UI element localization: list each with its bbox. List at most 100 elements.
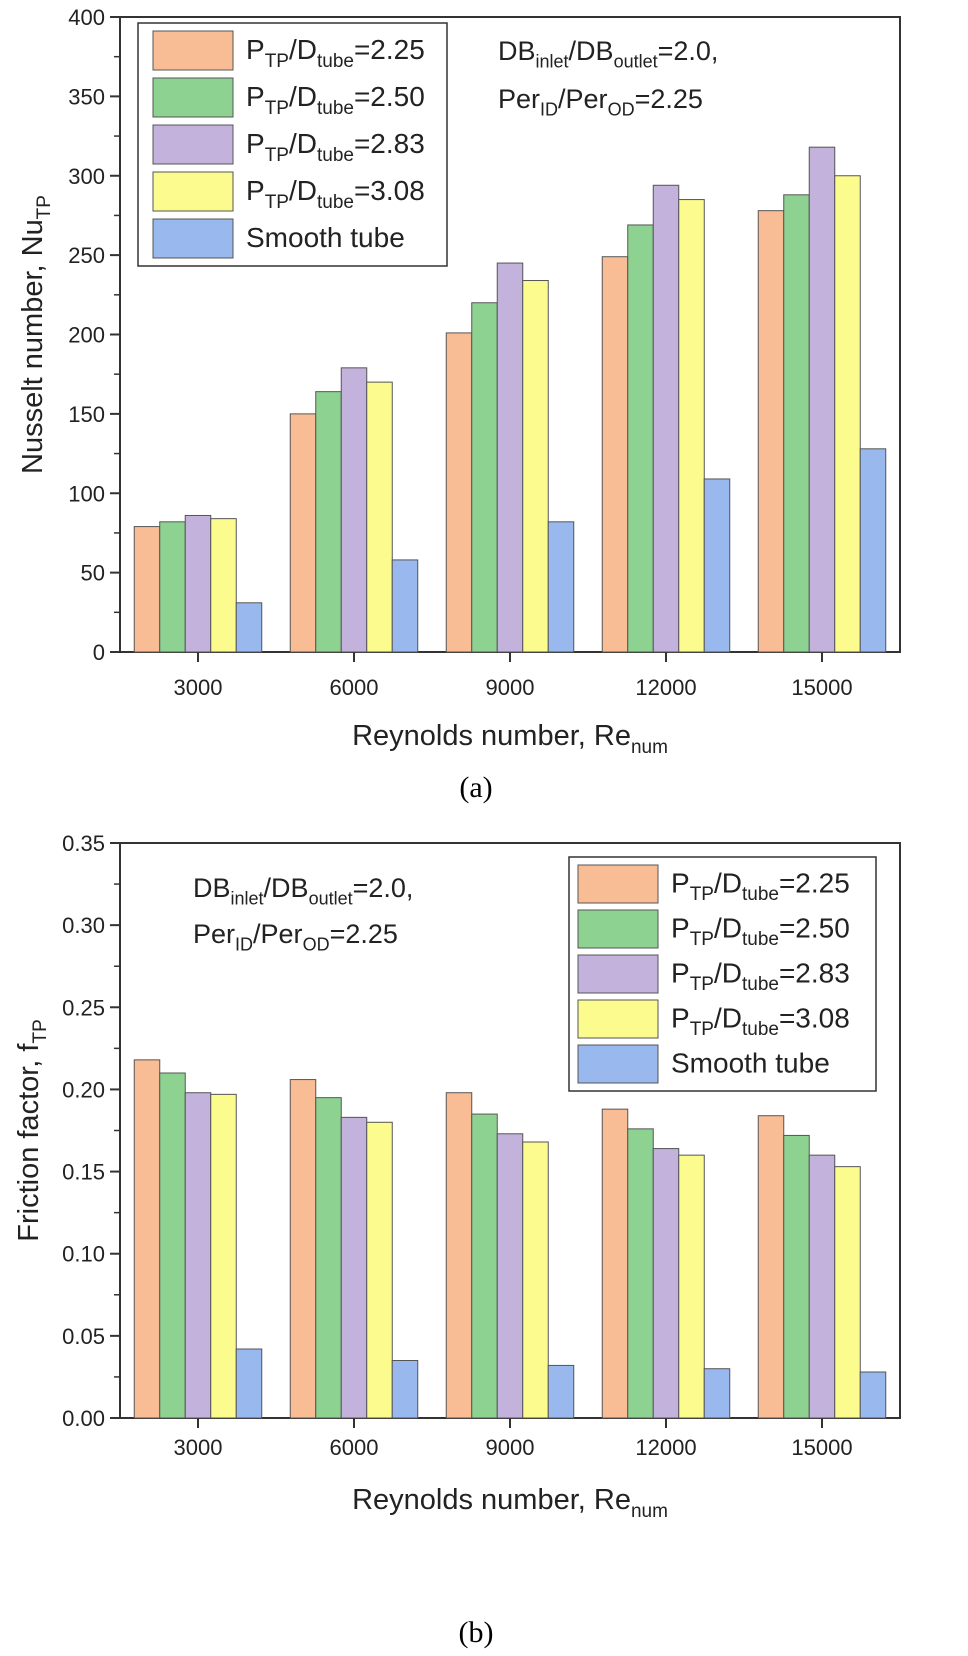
annotation-b-sub: outlet (614, 52, 658, 72)
bar-b-s4-3000 (210, 1093, 237, 1419)
legend-label-d-sub: tube (742, 1019, 779, 1040)
x-tick-label: 6000 (330, 1435, 379, 1460)
bar-a-s1-15000 (757, 210, 785, 653)
x-axis-title-main: Reynolds number, Re (352, 1484, 631, 1516)
bar-b-s4-9000 (522, 1141, 549, 1419)
bar-a-s5-6000 (391, 559, 419, 653)
legend-swatch-s5 (152, 218, 234, 259)
bar-b-s2-15000 (783, 1134, 810, 1419)
bar-b-s2-9000 (471, 1113, 498, 1419)
legend-label-s1: PTP/Dtube=2.25 (246, 34, 425, 72)
bar-b-s5-9000 (547, 1364, 575, 1419)
legend-swatch-s1 (152, 30, 234, 71)
annotation-a-sub: inlet (231, 889, 264, 909)
bar-b-s1-6000 (289, 1079, 317, 1419)
legend-label-d: /D (714, 867, 742, 898)
bar-b-s3-6000 (340, 1116, 368, 1419)
legend-label-p: P (246, 128, 265, 159)
bar-b-s4-6000 (366, 1121, 393, 1419)
legend-label-s1: PTP/Dtube=2.25 (671, 867, 850, 905)
x-tick-label: 9000 (486, 1435, 535, 1460)
bar-a-s4-6000 (366, 381, 393, 653)
legend-label-s4: PTP/Dtube=3.08 (246, 175, 425, 213)
bar-a-s2-15000 (783, 194, 810, 653)
legend-label-s3: PTP/Dtube=2.83 (671, 957, 850, 995)
legend-swatch-s2 (152, 77, 234, 118)
legend-label-d-sub: tube (317, 192, 354, 213)
legend-swatch-s2 (577, 909, 659, 949)
bar-a-s2-3000 (159, 521, 186, 653)
y-axis-title-sub: TP (30, 1019, 51, 1043)
legend-label-p-sub: TP (265, 145, 289, 166)
x-tick-label: 6000 (330, 675, 379, 700)
bar-b-s1-9000 (445, 1092, 473, 1419)
bar-a-s1-9000 (445, 332, 473, 653)
annotation-b-sub: OD (303, 935, 330, 955)
legend-label-p-sub: TP (265, 98, 289, 119)
bar-b-s2-12000 (627, 1128, 654, 1419)
bar-a-s3-3000 (184, 514, 212, 653)
bar-b-s2-6000 (315, 1097, 342, 1419)
y-axis-title-sub: TP (34, 195, 55, 219)
legend-label-d: /D (714, 957, 742, 988)
y-tick-label: 0.30 (62, 913, 105, 938)
legend-label-p-sub: TP (265, 192, 289, 213)
bar-b-s2-3000 (159, 1072, 186, 1419)
legend-label-d-sub: tube (317, 145, 354, 166)
annotation-b-sub: outlet (309, 889, 353, 909)
bar-a-s3-9000 (496, 262, 524, 653)
bar-a-s2-9000 (471, 302, 498, 653)
y-axis-title: Nusselt number, NuTP (17, 195, 55, 474)
legend-swatch-s3 (152, 124, 234, 165)
legend-swatch-s4 (577, 999, 659, 1039)
bar-a-s4-9000 (522, 280, 549, 653)
y-tick-label: 0.15 (62, 1160, 105, 1185)
x-axis-title-sub: num (631, 737, 668, 758)
bar-b-s5-3000 (235, 1348, 263, 1419)
annotation-line2: PerID/PerOD=2.25 (498, 84, 703, 120)
legend-label-d-sub: tube (742, 974, 779, 995)
x-tick-label: 12000 (635, 1435, 696, 1460)
legend-label-value: =2.25 (779, 867, 850, 898)
bar-b-s1-12000 (601, 1108, 629, 1419)
y-tick-label: 0.10 (62, 1242, 105, 1267)
bar-a-s3-6000 (340, 367, 368, 653)
bar-b-s3-9000 (496, 1133, 524, 1419)
legend-label-p: P (246, 175, 265, 206)
bar-b-s5-6000 (391, 1360, 419, 1419)
legend-label-value: =3.08 (354, 175, 425, 206)
annotation-b: /Per (253, 919, 303, 949)
legend-label-s4: PTP/Dtube=3.08 (671, 1002, 850, 1040)
x-tick-label: 15000 (791, 675, 852, 700)
x-axis-title-main: Reynolds number, Re (352, 720, 631, 752)
legend-label-value: =2.25 (354, 34, 425, 65)
legend-label-d: /D (289, 128, 317, 159)
bar-a-s3-15000 (808, 146, 836, 653)
annotation-line1: DBinlet/DBoutlet=2.0, (193, 873, 413, 909)
legend: PTP/Dtube=2.25PTP/Dtube=2.50PTP/Dtube=2.… (568, 856, 877, 1092)
annotation-b: /DB (264, 873, 309, 903)
bar-b-s1-3000 (133, 1059, 161, 1419)
annotation-line2: PerID/PerOD=2.25 (193, 919, 398, 955)
legend-label-d-sub: tube (317, 98, 354, 119)
y-tick-label: 0.00 (62, 1406, 105, 1431)
legend-label-value: =3.08 (779, 1002, 850, 1033)
y-axis-title-main: Nusselt number, Nu (17, 219, 49, 474)
bar-a-s4-12000 (678, 199, 705, 653)
bar-a-s1-6000 (289, 413, 317, 653)
legend-label-p: P (671, 1002, 690, 1033)
legend-label-p-sub: TP (265, 51, 289, 72)
x-tick-label: 12000 (635, 675, 696, 700)
bar-a-s5-3000 (235, 602, 263, 653)
legend-label-p-sub: TP (690, 974, 714, 995)
legend-swatch-s5 (577, 1044, 659, 1084)
legend-label-value: =2.50 (354, 81, 425, 112)
bar-a-s3-12000 (652, 184, 680, 653)
y-tick-label: 0.20 (62, 1077, 105, 1102)
y-tick-label: 100 (68, 481, 105, 506)
chart-a: 0 50 100 150 200 250 300 350 400 3000 6000 9000 1200… (17, 5, 901, 804)
legend-label-p-sub: TP (690, 884, 714, 905)
legend-label-s2: PTP/Dtube=2.50 (671, 912, 850, 950)
y-tick-label: 0.25 (62, 995, 105, 1020)
annotation-b: /DB (569, 36, 614, 66)
